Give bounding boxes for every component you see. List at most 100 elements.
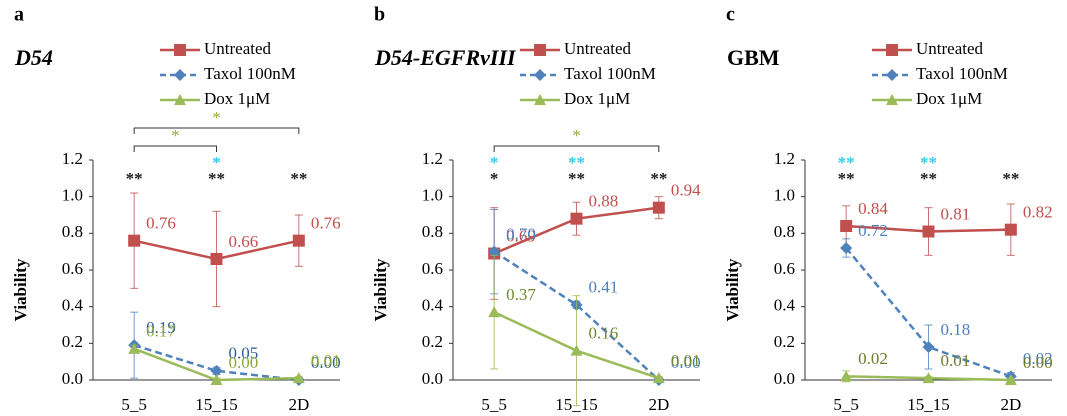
y-tick-label: 0.4 [62, 296, 84, 315]
marker [922, 341, 935, 353]
marker [488, 245, 501, 258]
marker [840, 220, 853, 232]
y-tick-label: 0.8 [774, 222, 795, 241]
x-tick-label: 15_15 [195, 395, 238, 414]
significance-mark: ** [568, 169, 585, 188]
marker [488, 306, 501, 318]
marker [840, 370, 853, 382]
value-label: 0.00 [671, 353, 701, 372]
y-tick-label: 0.8 [422, 222, 443, 241]
panel-label: c [726, 4, 735, 26]
legend-label: Untreated [916, 39, 984, 58]
legend-label: Taxol 100nM [564, 64, 656, 83]
value-label: 0.18 [941, 320, 971, 339]
marker [922, 372, 935, 384]
significance-mark: ** [838, 169, 855, 188]
bracket-mark: * [171, 126, 180, 145]
panel-label: b [374, 4, 385, 26]
bracket [133, 127, 300, 134]
x-tick-label: 2D [648, 395, 669, 414]
y-tick-label: 0.0 [774, 369, 795, 388]
chart-title: D54 [14, 45, 53, 70]
marker [886, 94, 898, 105]
y-tick-label: 0.4 [422, 296, 444, 315]
y-tick-label: 1.0 [62, 186, 83, 205]
value-label: 0.01 [941, 351, 971, 370]
y-axis-label: Viability [11, 258, 30, 321]
value-label: 0.00 [311, 353, 341, 372]
marker [922, 225, 935, 238]
y-axis-label: Viability [371, 258, 390, 321]
value-label: 0.02 [858, 349, 888, 368]
value-label: 0.84 [858, 199, 888, 218]
legend-label: Dox 1μM [916, 89, 982, 108]
series-line [845, 247, 1012, 378]
y-tick-label: 0.6 [62, 259, 83, 278]
marker [174, 44, 186, 56]
value-label: 0.01 [671, 351, 701, 370]
bracket-mark: * [212, 108, 221, 127]
chart-title: GBM [727, 45, 780, 70]
legend-label: Taxol 100nM [916, 64, 1008, 83]
y-tick-label: 0.0 [422, 369, 443, 388]
value-label: 0.70 [506, 225, 536, 244]
marker [292, 234, 305, 247]
marker [210, 364, 223, 377]
marker [570, 212, 583, 225]
y-axis-label: Viability [723, 258, 742, 321]
value-label: 0.02 [1023, 349, 1053, 368]
legend-label: Untreated [204, 39, 272, 58]
value-label: 0.76 [311, 214, 341, 233]
marker [570, 344, 583, 356]
y-tick-label: 0.2 [774, 332, 795, 351]
value-label: 0.37 [506, 285, 536, 304]
significance-mark: ** [1002, 169, 1019, 188]
marker [652, 201, 665, 214]
marker [128, 342, 141, 354]
bracket [133, 145, 217, 152]
legend-label: Dox 1μM [564, 89, 630, 108]
value-label: 0.00 [229, 353, 259, 372]
y-tick-label: 0.2 [422, 332, 443, 351]
significance-mark: ** [568, 153, 585, 172]
value-label: 0.81 [941, 204, 971, 223]
y-tick-label: 0.2 [62, 332, 83, 351]
value-label: 0.16 [589, 324, 619, 343]
x-tick-label: 5_5 [833, 395, 859, 414]
significance-mark: ** [838, 153, 855, 172]
marker [210, 253, 223, 265]
marker [1004, 223, 1017, 236]
marker [128, 234, 141, 247]
x-tick-label: 5_5 [121, 395, 147, 414]
marker [534, 44, 546, 56]
marker [174, 94, 186, 105]
panel-label: a [14, 4, 24, 26]
marker [174, 69, 186, 81]
marker [292, 372, 305, 384]
y-tick-label: 0.6 [422, 259, 443, 278]
marker [886, 44, 898, 56]
significance-mark: ** [920, 169, 937, 188]
significance-mark: ** [290, 169, 307, 188]
legend-label: Untreated [564, 39, 632, 58]
y-tick-label: 0.6 [774, 259, 795, 278]
value-label: 0.94 [671, 181, 701, 200]
y-tick-label: 0.0 [62, 369, 83, 388]
value-label: 0.66 [229, 232, 259, 251]
series-line [133, 343, 299, 382]
value-label: 0.72 [858, 221, 888, 240]
x-tick-label: 15_15 [907, 395, 950, 414]
x-tick-label: 2D [1000, 395, 1021, 414]
y-tick-label: 1.2 [422, 149, 443, 168]
value-label: 0.41 [589, 278, 619, 297]
value-label: 0.88 [589, 192, 619, 211]
x-tick-label: 2D [288, 395, 309, 414]
significance-mark: ** [126, 169, 143, 188]
value-label: 0.19 [146, 318, 176, 337]
marker [840, 242, 853, 254]
marker [534, 69, 546, 81]
marker [210, 374, 223, 385]
value-label: 0.00 [1023, 353, 1053, 372]
bracket-mark: * [572, 126, 581, 145]
